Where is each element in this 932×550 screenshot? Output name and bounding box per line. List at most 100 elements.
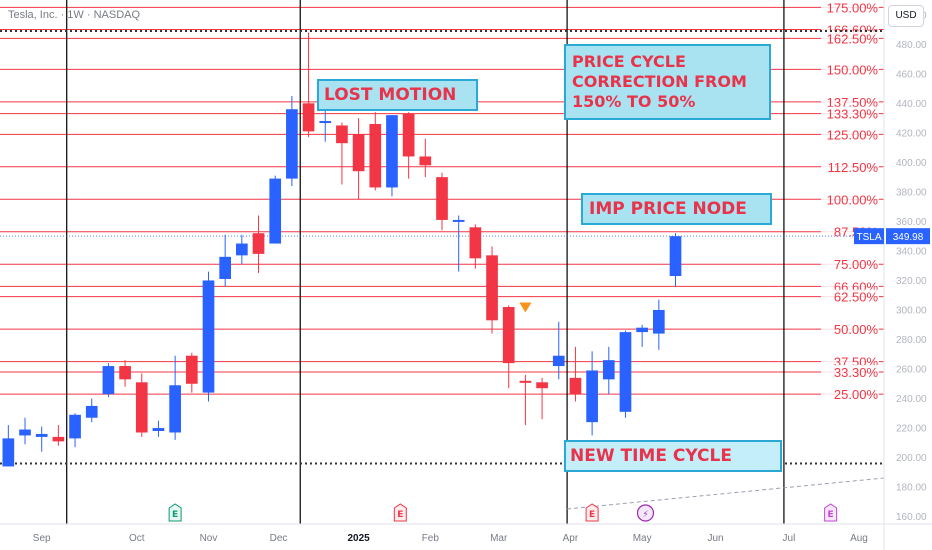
earnings-badge-icon	[824, 503, 838, 522]
candle-body	[35, 433, 48, 437]
level-label-bg	[821, 159, 879, 174]
candle-body	[336, 125, 348, 144]
price-tick-label: 220.00	[896, 424, 927, 435]
price-tick-label: 440.00	[896, 99, 927, 110]
event-badge-label: E	[589, 510, 595, 520]
price-tick-label: 340.00	[896, 246, 927, 257]
price-tick-label: 300.00	[896, 305, 927, 316]
level-label-bg	[821, 289, 879, 304]
level-label: 50.00%	[834, 322, 879, 337]
level-label: 150.00%	[827, 62, 879, 77]
time-tick-label: Mar	[490, 533, 508, 544]
trend-line	[567, 477, 885, 510]
candle-body	[202, 280, 215, 393]
candle-body	[85, 405, 98, 418]
candle-body	[419, 156, 432, 166]
price-tick-label: 380.00	[896, 187, 927, 198]
price-tick-label: 160.00	[896, 512, 927, 523]
time-tick-label: Dec	[270, 533, 288, 544]
price-tick-label: 460.00	[896, 69, 927, 80]
candle-body	[436, 177, 448, 220]
candle-body	[669, 236, 682, 277]
candle-body	[519, 380, 532, 383]
level-label: 33.30%	[834, 365, 879, 380]
price-tick-label: 180.00	[896, 483, 927, 494]
time-tick-label: Feb	[422, 533, 440, 544]
level-label: 133.30%	[827, 107, 879, 122]
price-tick-label: 200.00	[896, 453, 927, 464]
earnings-badge-icon	[393, 503, 407, 522]
candle-body	[135, 382, 148, 433]
candle-body	[102, 366, 115, 395]
candle-body	[236, 243, 248, 256]
price-tick-label: 480.00	[896, 40, 927, 51]
candle-body	[552, 355, 565, 367]
event-badges: E E E ⚡ E	[168, 503, 838, 522]
time-tick-label: Apr	[563, 533, 579, 544]
time-tick-label: 2025	[347, 533, 370, 544]
candle-body	[369, 123, 382, 188]
candle-body	[19, 429, 31, 436]
candle-body	[452, 219, 465, 222]
candle-body	[586, 370, 598, 423]
time-cycle-lines	[66, 0, 785, 524]
candle-body	[52, 436, 65, 442]
price-tag: TSLA 349.98	[854, 228, 930, 245]
level-label: 125.00%	[827, 127, 879, 142]
event-badge-label: ⚡	[642, 510, 648, 520]
level-label-bg	[821, 387, 879, 402]
price-tick-label: 260.00	[896, 365, 927, 376]
candle-body	[386, 115, 398, 188]
price-axis: 160.00 180.00 200.00 220.00 240.00 260.00 280.…	[854, 0, 930, 550]
candle-body	[152, 428, 165, 432]
time-tick-label: Jun	[707, 533, 723, 544]
candle-body	[502, 307, 515, 364]
price-tag-value: 349.98	[893, 232, 924, 243]
level-label: 162.50%	[827, 31, 879, 46]
annotation-new-time-cycle: NEW TIME CYCLE	[564, 440, 782, 472]
level-label: 137.50%	[827, 95, 879, 110]
candle-body	[169, 385, 181, 433]
candle-body	[185, 355, 198, 384]
price-tag-symbol: TSLA	[856, 232, 881, 243]
price-tag-value-bg	[886, 228, 930, 245]
time-tick-label: May	[633, 533, 652, 544]
symbol-header: Tesla, Inc. · 1W · NASDAQ	[8, 9, 141, 21]
candle-body	[602, 360, 615, 380]
level-label-bg	[821, 192, 879, 207]
level-label-bg	[821, 322, 879, 337]
time-tick-label: Oct	[129, 533, 145, 544]
annotation-lost-motion: LOST MOTION	[317, 79, 478, 111]
time-tick-label: Aug	[850, 533, 868, 544]
level-label: 112.50%	[828, 160, 879, 175]
time-tick-label: Sep	[33, 533, 51, 544]
candle-body	[652, 309, 665, 334]
price-tick-label: 360.00	[896, 217, 927, 228]
level-label: 175.00%	[827, 0, 879, 15]
price-tick-label: 400.00	[896, 158, 927, 169]
candle-body	[2, 438, 15, 467]
candle-body	[569, 377, 582, 395]
candle-body	[69, 414, 81, 439]
candle-body	[119, 366, 131, 380]
time-axis: Sep Oct Nov Dec 2025 Feb Mar Apr May Jun Jul Aug	[0, 523, 932, 544]
candle-body	[302, 103, 315, 132]
candle-body	[269, 178, 282, 244]
price-tag-symbol-bg	[854, 228, 884, 245]
level-label-bg	[821, 106, 879, 121]
currency-button[interactable]: USD	[888, 5, 924, 27]
candle-body	[352, 134, 365, 172]
event-badge-label: E	[397, 510, 403, 520]
price-tick-label: 320.00	[896, 276, 927, 287]
level-label: 100.00%	[827, 192, 879, 207]
candle-body	[619, 332, 632, 412]
level-label-bg	[821, 62, 879, 77]
candle-body	[536, 382, 548, 389]
level-label-bg	[821, 0, 879, 15]
level-label: 75.00%	[834, 257, 879, 272]
level-label-bg	[821, 94, 879, 109]
level-label: 25.00%	[834, 387, 879, 402]
annotation-price-cycle: PRICE CYCLE CORRECTION FROM 150% TO 50%	[564, 44, 771, 120]
candle-body	[486, 255, 498, 321]
price-tick-label: 280.00	[896, 335, 927, 346]
